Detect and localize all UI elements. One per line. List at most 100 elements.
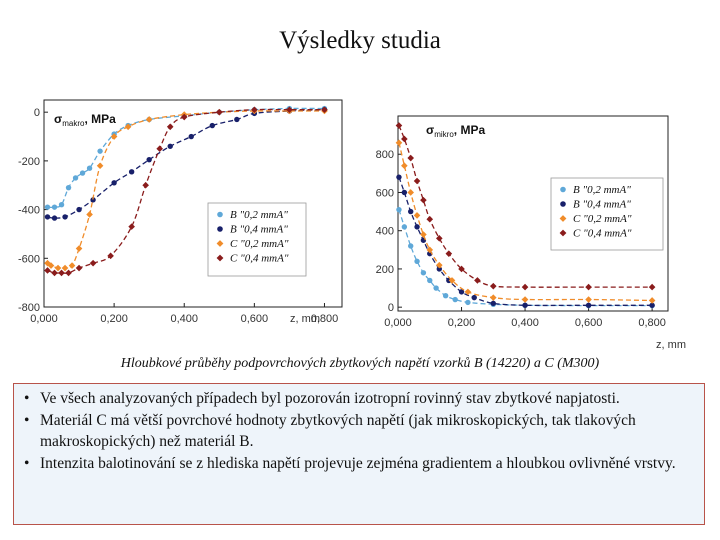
- data-point: [490, 300, 496, 307]
- data-point: [396, 174, 402, 180]
- data-point: [217, 226, 223, 232]
- data-point: [62, 214, 68, 220]
- data-point: [72, 175, 79, 181]
- data-point: [51, 269, 58, 277]
- note-item: Intenzita balotinování se z hlediska nap…: [20, 453, 696, 475]
- data-point: [474, 277, 481, 284]
- data-point: [209, 122, 215, 129]
- legend: B "0,2 mmA" B "0,4 mmA" C "0,2 mmA" C "0,4 …: [550, 177, 664, 251]
- data-point: [86, 165, 93, 171]
- data-point: [426, 246, 434, 254]
- data-point: [166, 123, 174, 131]
- data-point: [286, 106, 293, 114]
- data-point: [648, 283, 656, 291]
- data-point: [648, 297, 656, 304]
- y-tick-label: 800: [376, 149, 394, 161]
- y-tick-label: -800: [18, 302, 40, 314]
- data-point: [408, 243, 414, 249]
- data-point: [44, 214, 51, 220]
- data-point: [585, 296, 592, 303]
- data-point: [452, 296, 458, 303]
- data-point: [142, 181, 149, 189]
- y-tick-label: -400: [18, 205, 40, 217]
- data-point: [458, 289, 465, 295]
- note-item: Materiál C má větší povrchové hodnoty zb…: [20, 410, 696, 453]
- data-point: [107, 252, 114, 260]
- legend-entry: C "0,2 mmA": [230, 238, 289, 250]
- data-point: [61, 264, 69, 272]
- data-point: [89, 259, 97, 267]
- data-point: [396, 206, 402, 213]
- x-tick-label: 0,000: [384, 317, 412, 329]
- data-point: [51, 204, 58, 210]
- data-point: [408, 208, 414, 215]
- notes-box: Ve všech analyzovaných případech byl poz…: [13, 383, 705, 525]
- data-point: [521, 296, 529, 303]
- data-point: [321, 106, 328, 114]
- data-point: [44, 267, 51, 274]
- data-point: [420, 270, 427, 276]
- series-line: [398, 176, 653, 307]
- x-tick-label: 0,800: [311, 313, 339, 325]
- y-tick-label: 0: [388, 302, 394, 314]
- data-point: [54, 264, 62, 272]
- x-tick-label: 0,200: [100, 313, 128, 325]
- data-point: [47, 262, 55, 269]
- data-point: [65, 184, 72, 191]
- data-point: [65, 269, 72, 277]
- data-point: [79, 170, 86, 176]
- y-axis-label: σmakro, MPa: [54, 112, 116, 128]
- x-tick-label: 0,400: [511, 317, 539, 329]
- data-point: [489, 282, 497, 290]
- notes-list: Ve všech analyzovaných případech byl poz…: [20, 388, 696, 474]
- data-point: [413, 177, 421, 185]
- data-point: [433, 285, 439, 291]
- data-point: [471, 294, 477, 301]
- x-tick-label: 0,800: [638, 317, 666, 329]
- series-line: [47, 110, 325, 269]
- data-point: [395, 139, 403, 147]
- data-point: [649, 302, 655, 308]
- data-point: [111, 180, 117, 186]
- legend-box: [207, 202, 307, 277]
- data-point: [68, 262, 76, 269]
- data-point: [522, 302, 528, 308]
- data-point: [216, 240, 224, 247]
- data-point: [465, 299, 471, 306]
- data-point: [585, 283, 592, 291]
- data-series: [44, 106, 328, 277]
- y-tick-label: -200: [18, 156, 40, 168]
- page-title: Výsledky studia: [279, 27, 441, 54]
- data-point: [97, 148, 103, 154]
- legend-entry: C "0,4 mmA": [230, 253, 289, 265]
- data-point: [521, 283, 529, 291]
- data-point: [76, 206, 82, 213]
- y-tick-label: 600: [376, 187, 394, 199]
- x-tick-label: 0,000: [30, 313, 58, 325]
- data-point: [464, 288, 472, 296]
- data-point: [448, 277, 456, 284]
- data-point: [251, 106, 258, 114]
- data-point: [234, 116, 240, 123]
- data-point: [435, 261, 443, 269]
- data-point: [128, 169, 135, 175]
- data-point: [414, 224, 420, 230]
- data-point: [426, 215, 434, 223]
- note-item: Ve všech analyzovaných případech byl poz…: [20, 388, 696, 410]
- x-tick-label: 0,200: [448, 317, 476, 329]
- data-point: [559, 215, 567, 222]
- legend-entry: B "0,2 mmA": [573, 184, 631, 196]
- y-tick-label: 400: [376, 226, 394, 238]
- x-tick-label: 0,600: [575, 317, 603, 329]
- data-point: [51, 215, 58, 221]
- data-point: [128, 223, 135, 230]
- x-tick-label: 0,400: [170, 313, 198, 325]
- data-point: [395, 122, 403, 129]
- legend-entry: B "0,4 mmA": [573, 199, 631, 211]
- data-point: [560, 186, 566, 193]
- data-point: [44, 204, 51, 210]
- data-point: [401, 224, 408, 230]
- data-series: [396, 174, 655, 308]
- legend-entry: C "0,4 mmA": [573, 228, 632, 240]
